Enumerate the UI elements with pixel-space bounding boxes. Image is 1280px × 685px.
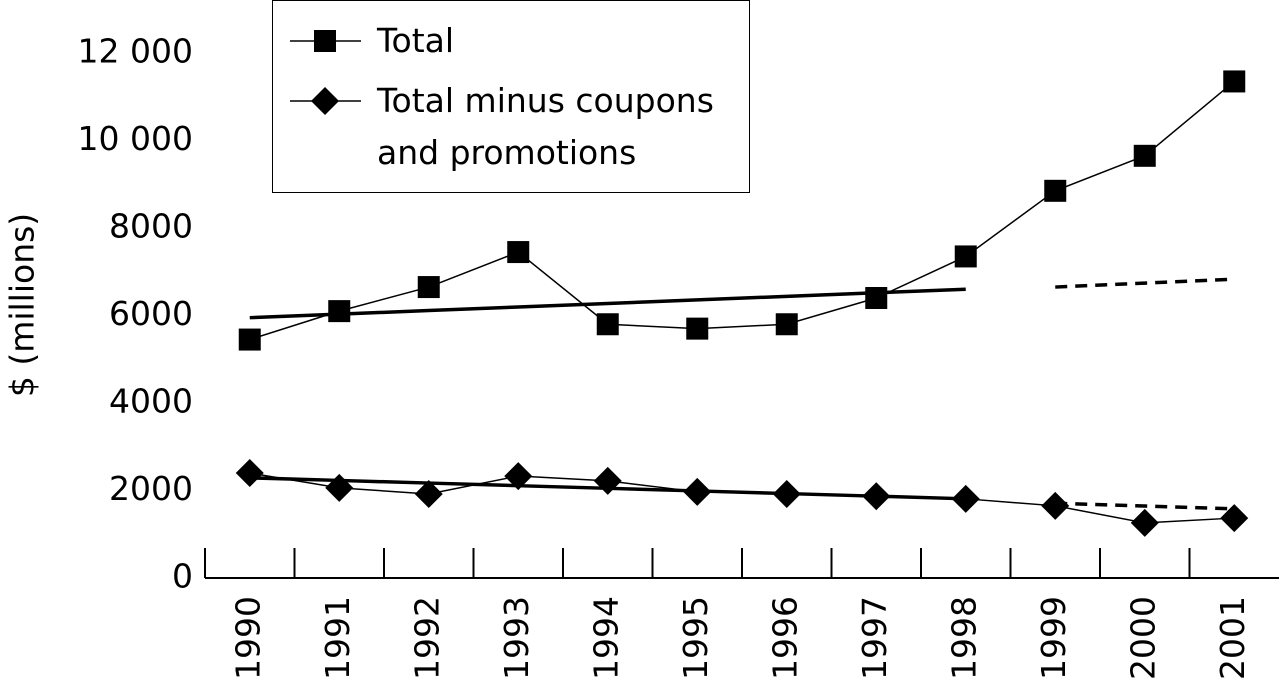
y-tick-label: 10 000 xyxy=(78,119,193,158)
y-tick-label: 2000 xyxy=(109,469,193,508)
marker xyxy=(1223,70,1246,93)
x-tick-label: 2001 xyxy=(1213,596,1252,680)
legend-label: Total minus coupons and promotions xyxy=(377,81,714,172)
marker xyxy=(593,466,622,495)
series-line xyxy=(249,472,1235,524)
y-tick-label: 6000 xyxy=(109,294,193,333)
trend-line xyxy=(1055,501,1235,511)
marker xyxy=(951,484,980,513)
marker xyxy=(865,287,888,309)
x-tick-label: 1994 xyxy=(586,596,625,680)
marker xyxy=(238,328,261,351)
marker xyxy=(507,241,530,264)
y-tick-label: 4000 xyxy=(109,382,193,421)
x-tick-label: 1996 xyxy=(765,596,804,680)
marker xyxy=(775,313,798,336)
legend-marker xyxy=(311,87,339,115)
x-tick-label: 1992 xyxy=(407,596,446,680)
trend-line xyxy=(1055,277,1235,289)
x-tick-label: 2000 xyxy=(1123,596,1162,680)
legend-marker xyxy=(314,30,336,52)
y-tick-label: 12 000 xyxy=(78,32,193,71)
marker xyxy=(1044,179,1067,202)
marker xyxy=(1220,504,1249,533)
series-line xyxy=(249,80,1235,341)
marker xyxy=(235,459,264,487)
marker xyxy=(1041,491,1070,520)
legend-swatch xyxy=(290,30,361,52)
y-tick-label: 0 xyxy=(172,557,193,596)
x-tick-label: 1991 xyxy=(318,596,357,680)
x-tick-label: 1990 xyxy=(228,596,267,680)
x-tick-label: 1995 xyxy=(676,596,715,680)
legend-label: Total xyxy=(377,21,455,60)
x-tick-label: 1998 xyxy=(944,596,983,680)
marker xyxy=(325,473,354,502)
y-tick-label: 8000 xyxy=(109,207,193,246)
marker xyxy=(862,482,891,511)
legend-swatch xyxy=(290,87,361,115)
marker xyxy=(417,276,440,299)
legend: Total Total minus coupons and promotions xyxy=(272,0,750,193)
marker xyxy=(954,245,977,268)
marker xyxy=(772,480,801,508)
marker xyxy=(1130,508,1159,537)
x-tick-label: 1993 xyxy=(497,596,536,680)
trend-line xyxy=(249,287,966,320)
x-tick-label: 1997 xyxy=(855,596,894,680)
marker xyxy=(1133,144,1156,167)
marker xyxy=(683,477,712,506)
x-tick-label: 1999 xyxy=(1034,596,1073,680)
marker xyxy=(504,462,533,491)
marker xyxy=(414,480,443,508)
marker xyxy=(328,300,351,323)
y-axis-label: $ (millions) xyxy=(3,213,42,397)
marker xyxy=(686,317,709,340)
marker xyxy=(596,313,619,336)
